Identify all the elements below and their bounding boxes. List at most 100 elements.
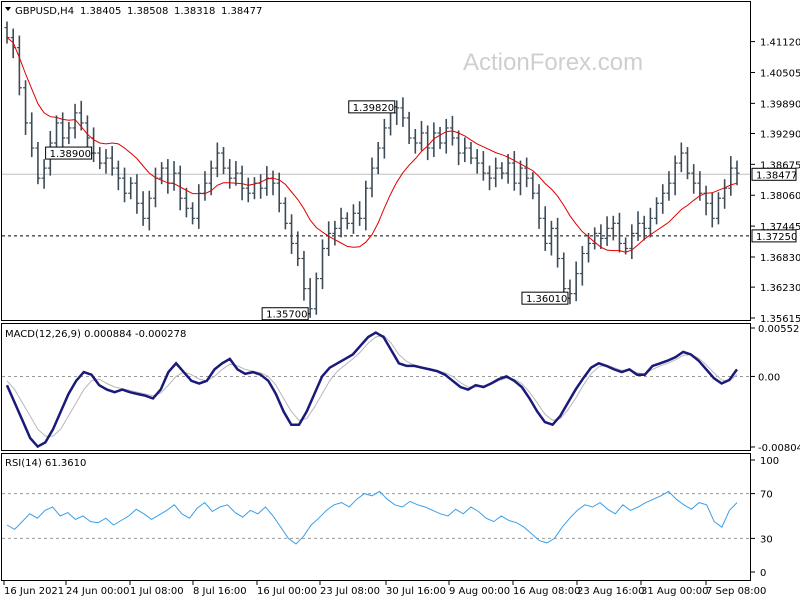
price-bar bbox=[363, 180, 369, 231]
price-bar bbox=[332, 220, 338, 246]
ohlc-low: 1.38318 bbox=[174, 6, 215, 17]
time-tick-label: 30 Jul 16:00 bbox=[386, 586, 446, 597]
price-bar bbox=[715, 192, 721, 225]
price-bar bbox=[493, 157, 499, 188]
time-tick-label: 23 Jul 08:00 bbox=[320, 586, 380, 597]
time-tick-label: 16 Jun 2021 bbox=[4, 586, 64, 597]
price-annotation-label: 1.35700 bbox=[266, 310, 307, 321]
price-bar bbox=[666, 171, 672, 201]
price-tick-label: 1.39290 bbox=[760, 129, 800, 140]
price-bar bbox=[233, 161, 239, 186]
price-bar bbox=[301, 250, 307, 301]
macd-main-line bbox=[5, 331, 739, 449]
price-bar bbox=[647, 207, 653, 238]
price-bar bbox=[709, 192, 715, 228]
price-bar bbox=[629, 224, 635, 260]
price-bar bbox=[60, 112, 66, 148]
macd-tick-label: 0.00552 bbox=[758, 324, 799, 335]
price-panel-title: GBPUSD,H4 bbox=[15, 6, 74, 17]
price-bar bbox=[598, 224, 604, 249]
reference-level-badge: 1.37250 bbox=[756, 232, 797, 243]
macd-tick-label: -0.00804 bbox=[758, 443, 800, 454]
price-bar bbox=[97, 147, 103, 170]
price-bar bbox=[66, 121, 72, 145]
price-bar bbox=[23, 80, 29, 135]
price-bar bbox=[511, 151, 517, 191]
price-panel[interactable] bbox=[1, 1, 751, 321]
price-annotation-label: 1.38900 bbox=[50, 149, 91, 160]
price-annotation: 1.35700 bbox=[261, 307, 311, 321]
price-bar bbox=[115, 160, 121, 191]
time-tick-label: 9 Aug 00:00 bbox=[449, 586, 510, 597]
price-bar bbox=[722, 179, 728, 209]
time-tick-label: 16 Aug 08:00 bbox=[513, 586, 580, 597]
rsi-panel-title: RSI(14) 61.3610 bbox=[5, 458, 86, 469]
price-bar bbox=[214, 142, 220, 178]
price-bar bbox=[35, 142, 41, 185]
price-bar bbox=[672, 155, 678, 196]
price-bar bbox=[29, 112, 35, 158]
macd-panel[interactable] bbox=[1, 323, 751, 451]
price-bar bbox=[530, 172, 536, 200]
time-tick-label: 8 Jul 16:00 bbox=[193, 586, 247, 597]
price-tick-label: 1.35615 bbox=[760, 314, 800, 325]
price-bar bbox=[734, 160, 740, 186]
price-bar bbox=[555, 217, 561, 268]
price-bar bbox=[140, 191, 146, 226]
price-bar bbox=[691, 164, 697, 194]
price-bar bbox=[16, 35, 22, 96]
price-bar bbox=[487, 165, 493, 191]
moving-average-line bbox=[6, 37, 738, 253]
price-bar bbox=[282, 197, 288, 230]
price-bar bbox=[505, 154, 511, 184]
ohlc-high: 1.38508 bbox=[127, 6, 168, 17]
price-bar bbox=[499, 162, 505, 180]
price-bar bbox=[660, 184, 666, 214]
price-bar bbox=[418, 120, 424, 151]
price-bar bbox=[524, 157, 530, 188]
macd-tick-label: 0.00 bbox=[758, 372, 780, 383]
price-bar bbox=[456, 130, 462, 166]
price-tick-label: 1.38675 bbox=[760, 160, 800, 171]
price-bar bbox=[623, 237, 629, 255]
price-bar bbox=[425, 125, 431, 161]
price-bar bbox=[443, 118, 449, 154]
macd-signal-line bbox=[6, 334, 738, 437]
price-bar bbox=[276, 172, 282, 213]
price-tick-label: 1.39890 bbox=[760, 99, 800, 110]
price-bar bbox=[109, 146, 115, 176]
price-bar bbox=[480, 151, 486, 181]
price-tick-label: 1.38060 bbox=[760, 191, 800, 202]
current-price-badge-box bbox=[751, 167, 797, 181]
price-annotation: 1.39820 bbox=[348, 100, 397, 114]
price-bar bbox=[573, 261, 579, 302]
price-bar bbox=[728, 156, 734, 196]
symbol-menu-icon[interactable] bbox=[5, 7, 11, 11]
price-tick-label: 1.40505 bbox=[760, 68, 800, 79]
price-bar bbox=[678, 142, 684, 173]
price-bar bbox=[610, 215, 616, 241]
price-bar bbox=[338, 207, 344, 238]
price-bar bbox=[542, 206, 548, 251]
price-bar bbox=[307, 278, 313, 318]
price-bar bbox=[344, 212, 350, 230]
time-tick-label: 1 Jul 08:00 bbox=[130, 586, 184, 597]
price-bar bbox=[561, 252, 567, 295]
price-bar bbox=[462, 137, 468, 163]
rsi-tick-label: 100 bbox=[760, 456, 779, 467]
rsi-tick-label: 0 bbox=[760, 568, 766, 579]
price-annotation-label: 1.39820 bbox=[353, 103, 394, 114]
price-bar bbox=[41, 159, 47, 189]
price-bar bbox=[604, 216, 610, 246]
time-tick-label: 31 Aug 00:00 bbox=[641, 586, 708, 597]
price-annotation: 1.36010 bbox=[521, 291, 570, 305]
price-bar bbox=[320, 239, 326, 290]
price-bar bbox=[350, 204, 356, 234]
price-bar bbox=[406, 111, 412, 145]
price-tick-label: 1.41120 bbox=[760, 38, 800, 49]
price-bar bbox=[289, 214, 295, 254]
rsi-panel[interactable] bbox=[1, 453, 751, 581]
price-bar bbox=[103, 149, 109, 174]
current-price-badge: 1.38477 bbox=[756, 170, 797, 181]
price-bar bbox=[579, 245, 585, 286]
